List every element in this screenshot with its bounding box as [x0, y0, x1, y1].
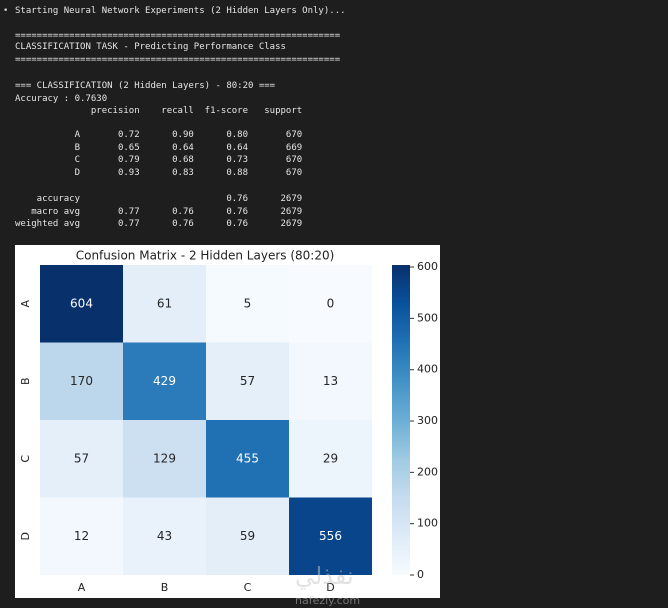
console-line: === CLASSIFICATION (2 Hidden Layers) - 8…: [15, 81, 276, 91]
cell-label: 57: [74, 451, 89, 465]
console-line: Starting Neural Network Experiments (2 H…: [15, 6, 346, 16]
cell-label: 0: [327, 296, 335, 310]
heatmap-cell: [289, 342, 372, 420]
cell-label: 57: [240, 374, 255, 388]
colorbar-tick-label: 600: [417, 260, 438, 273]
heatmap-cell: [40, 497, 123, 575]
y-tick-label: A: [19, 300, 32, 308]
heatmap-cell: [206, 265, 289, 343]
y-tick-label: C: [19, 455, 32, 463]
cell-label: 12: [74, 529, 89, 543]
heatmap-cell: [40, 265, 123, 343]
console-line: B 0.65 0.64 0.64 669: [15, 143, 303, 153]
heatmap-cell: [206, 342, 289, 420]
cell-label: 604: [70, 296, 93, 310]
heatmap-cell: [40, 420, 123, 498]
console-line: weighted avg 0.77 0.76 0.76 2679: [15, 219, 303, 229]
colorbar-tick-label: 100: [417, 517, 438, 530]
heatmap-cell: [40, 342, 123, 420]
cell-label: 170: [70, 374, 93, 388]
cell-label: 43: [157, 529, 172, 543]
console-line: D 0.93 0.83 0.88 670: [15, 168, 303, 178]
cell-label: 455: [236, 451, 259, 465]
console-line: CLASSIFICATION TASK - Predicting Perform…: [15, 42, 286, 52]
heatmap-cell: [123, 497, 206, 575]
heatmap-cell: [289, 265, 372, 343]
heatmap-cell: [123, 265, 206, 343]
heatmap-figure: Confusion Matrix - 2 Hidden Layers (80:2…: [15, 245, 440, 598]
console-line: C 0.79 0.68 0.73 670: [15, 155, 303, 165]
colorbar-tick-label: 200: [417, 465, 438, 478]
cell-label: 13: [323, 374, 338, 388]
console-line: A 0.72 0.90 0.80 670: [15, 130, 303, 140]
console-line: precision recall f1-score support: [15, 106, 303, 116]
heatmap-cell: [123, 420, 206, 498]
chart-title: Confusion Matrix - 2 Hidden Layers (80:2…: [76, 249, 335, 263]
x-tick-label: D: [326, 581, 334, 594]
watermark-url: nafezly.com: [295, 594, 361, 607]
console-line: ========================================…: [15, 55, 341, 65]
watermark: نفذلي: [295, 562, 354, 590]
cell-label: 61: [157, 296, 172, 310]
cell-label: 59: [240, 529, 255, 543]
heatmap-cell: [289, 497, 372, 575]
heatmap-cell: [206, 420, 289, 498]
colorbar-tick-label: 400: [417, 363, 438, 376]
x-tick-label: B: [161, 581, 169, 594]
console-line: ========================================…: [15, 31, 341, 41]
console-line: accuracy 0.76 2679: [15, 194, 303, 204]
cell-label: 29: [323, 451, 338, 465]
console-line: Accuracy : 0.7630: [15, 94, 108, 104]
cell-label: 556: [319, 529, 342, 543]
colorbar-tick-label: 0: [417, 568, 424, 581]
x-tick-label: A: [78, 581, 86, 594]
colorbar-tick-label: 300: [417, 414, 438, 427]
y-tick-label: D: [19, 532, 32, 540]
heatmap-cell: [123, 342, 206, 420]
heatmap-cell: [206, 497, 289, 575]
cell-label: 5: [244, 296, 252, 310]
x-tick-label: C: [244, 581, 252, 594]
cell-label: 129: [153, 451, 176, 465]
console-line: macro avg 0.77 0.76 0.76 2679: [15, 207, 303, 217]
cell-label: 429: [153, 374, 176, 388]
heatmap-cell: [289, 420, 372, 498]
colorbar-tick-label: 500: [417, 311, 438, 324]
y-tick-label: B: [19, 377, 32, 385]
bullet: •: [3, 6, 9, 16]
colorbar: [392, 265, 410, 575]
